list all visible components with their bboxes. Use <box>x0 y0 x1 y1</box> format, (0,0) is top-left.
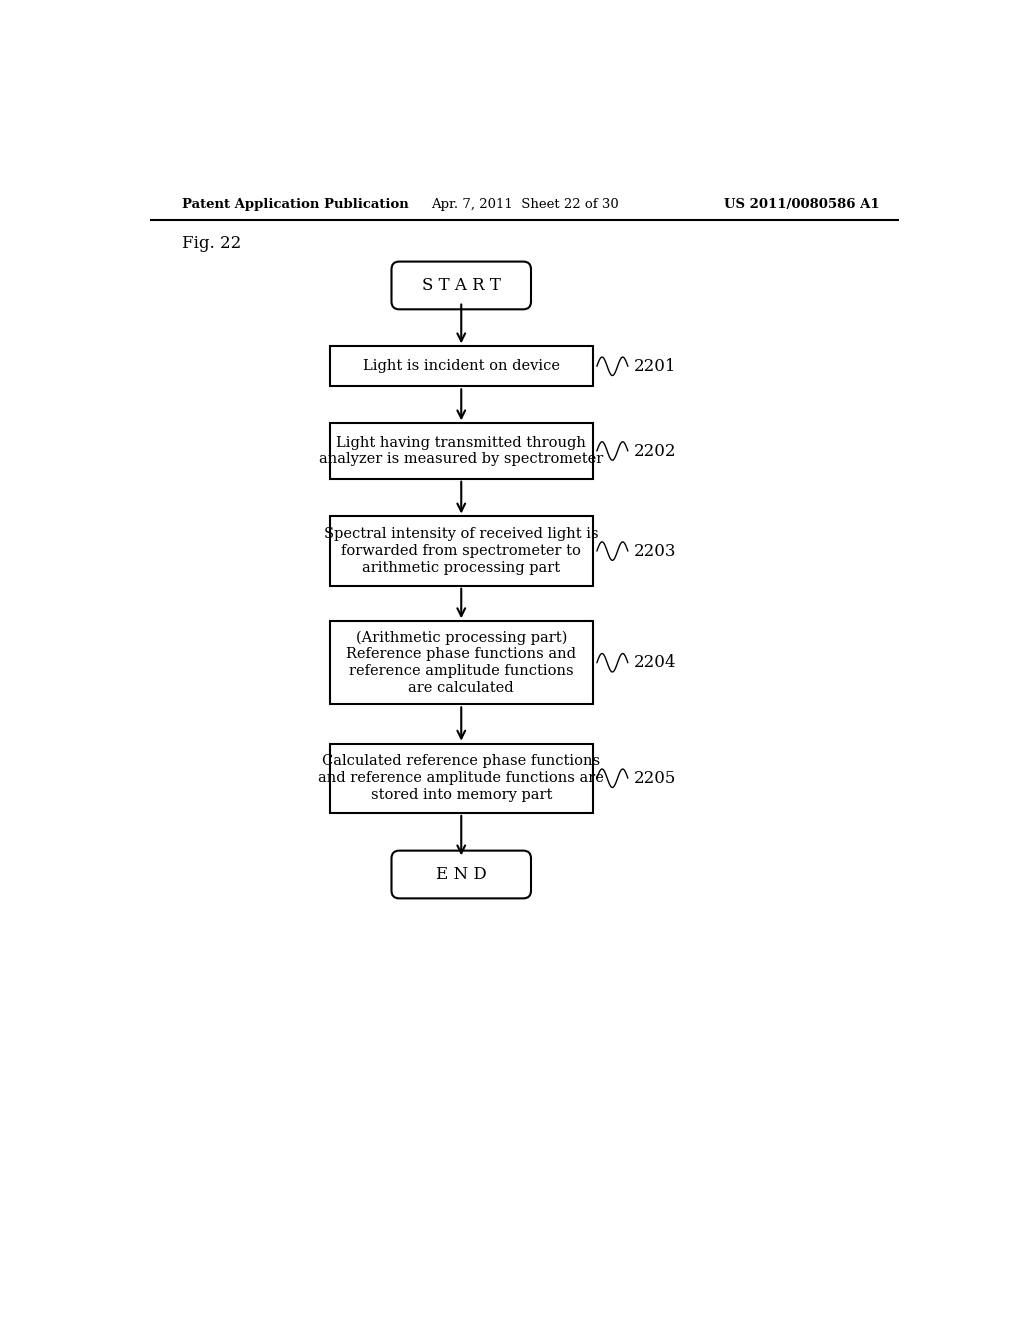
Text: and reference amplitude functions are: and reference amplitude functions are <box>318 771 604 785</box>
Text: Reference phase functions and: Reference phase functions and <box>346 647 577 661</box>
FancyBboxPatch shape <box>391 261 531 309</box>
Text: Spectral intensity of received light is: Spectral intensity of received light is <box>324 527 599 541</box>
Text: Patent Application Publication: Patent Application Publication <box>182 198 409 211</box>
Text: Fig. 22: Fig. 22 <box>182 235 242 252</box>
Text: 2205: 2205 <box>634 770 677 787</box>
Text: E N D: E N D <box>436 866 486 883</box>
Text: Calculated reference phase functions: Calculated reference phase functions <box>323 754 600 768</box>
Text: reference amplitude functions: reference amplitude functions <box>349 664 573 678</box>
Text: Apr. 7, 2011  Sheet 22 of 30: Apr. 7, 2011 Sheet 22 of 30 <box>431 198 618 211</box>
Text: 2203: 2203 <box>634 543 677 560</box>
Text: are calculated: are calculated <box>409 681 514 696</box>
Bar <box>330 743 593 813</box>
Text: arithmetic processing part: arithmetic processing part <box>362 561 560 576</box>
Bar <box>330 424 593 479</box>
FancyBboxPatch shape <box>391 850 531 899</box>
Bar <box>330 346 593 387</box>
Bar <box>330 622 593 705</box>
Text: US 2011/0080586 A1: US 2011/0080586 A1 <box>724 198 880 211</box>
Text: Light having transmitted through: Light having transmitted through <box>336 436 586 450</box>
Text: forwarded from spectrometer to: forwarded from spectrometer to <box>341 544 582 558</box>
Text: 2201: 2201 <box>634 358 677 375</box>
Text: analyzer is measured by spectrometer: analyzer is measured by spectrometer <box>319 453 603 466</box>
Text: 2204: 2204 <box>634 655 677 672</box>
Bar <box>330 516 593 586</box>
Text: S T A R T: S T A R T <box>422 277 501 294</box>
Text: (Arithmetic processing part): (Arithmetic processing part) <box>355 630 567 644</box>
Text: stored into memory part: stored into memory part <box>371 788 552 803</box>
Text: 2202: 2202 <box>634 442 677 459</box>
Text: Light is incident on device: Light is incident on device <box>362 359 560 374</box>
